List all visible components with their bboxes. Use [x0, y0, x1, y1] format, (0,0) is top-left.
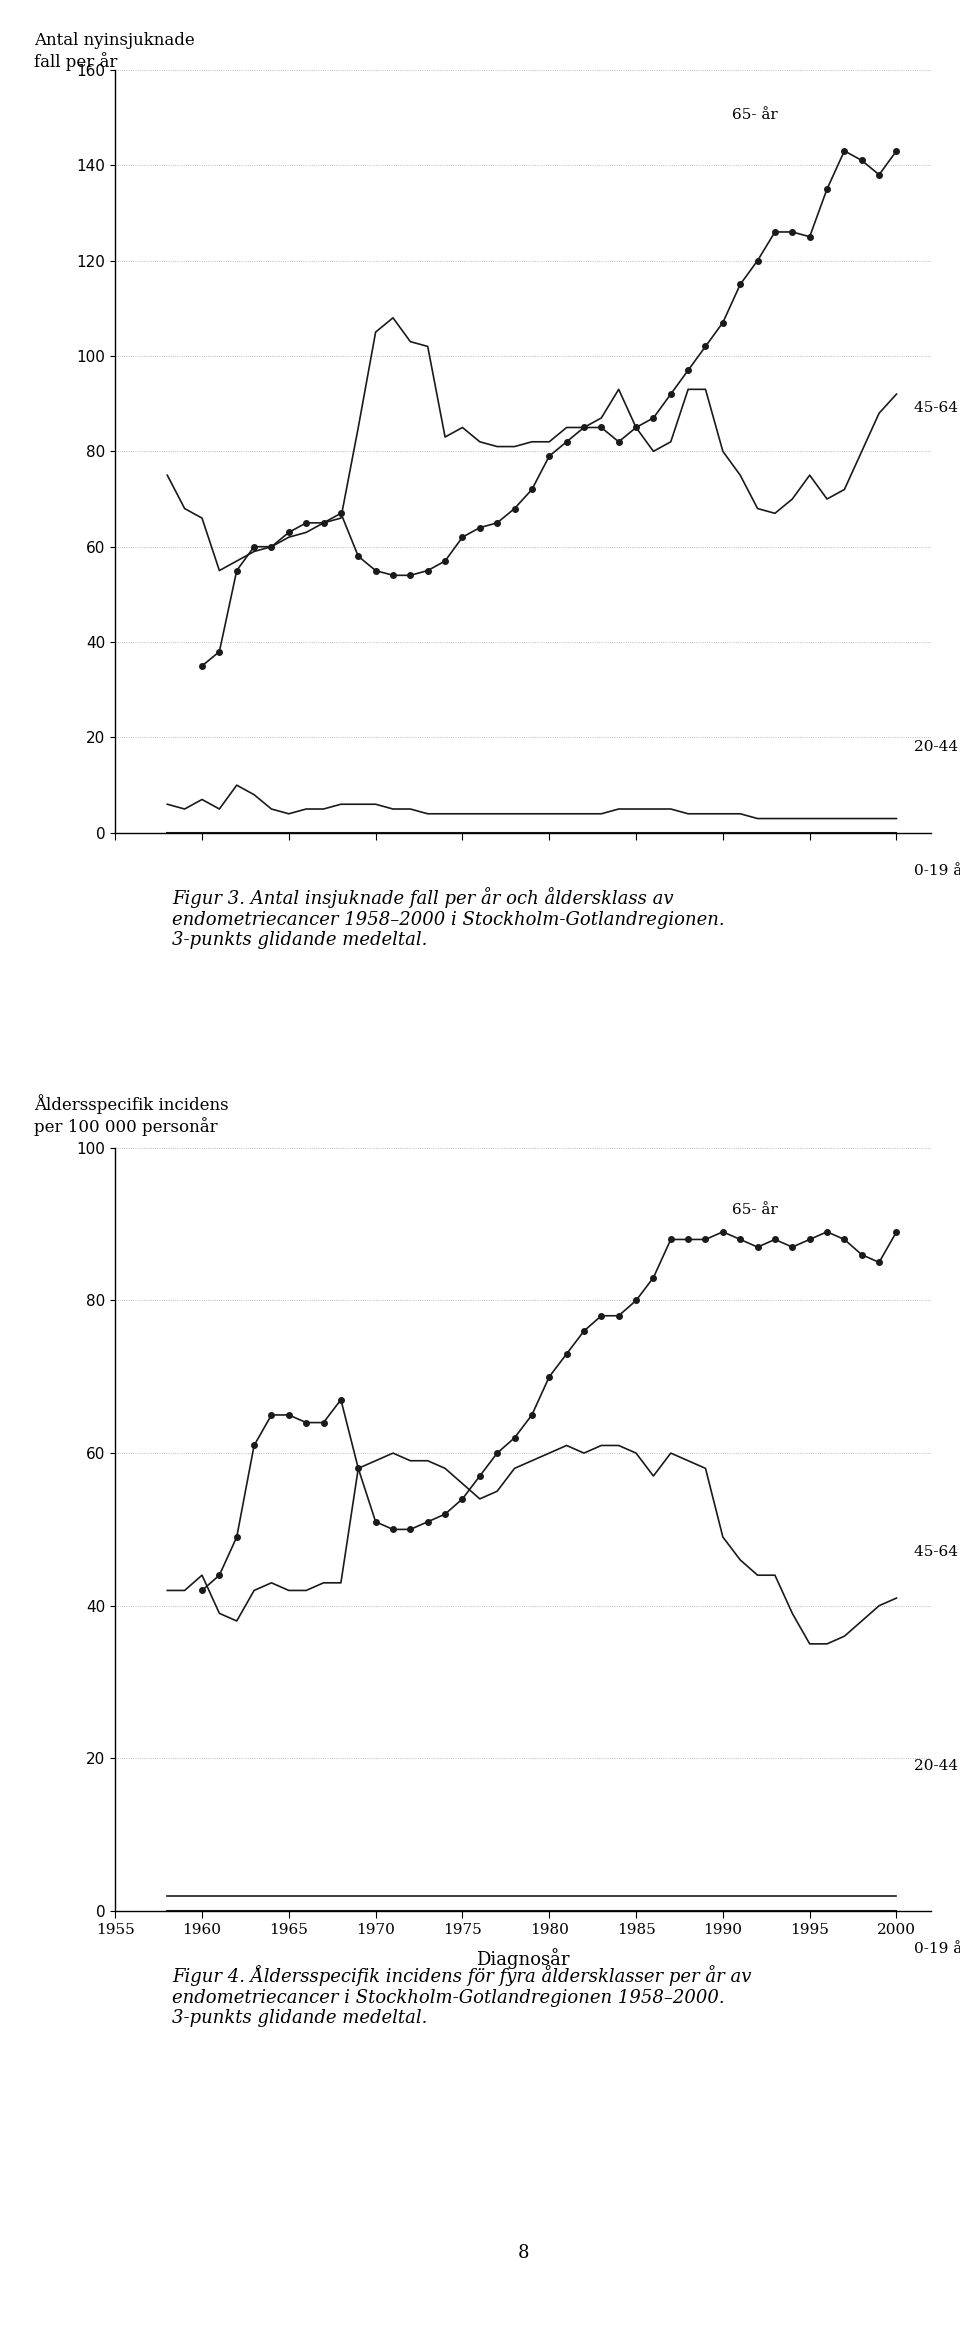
- Text: Figur 3. Antal insjuknade fall per år och åldersklass av
endometriecancer 1958–2: Figur 3. Antal insjuknade fall per år oc…: [173, 887, 725, 949]
- Text: 8: 8: [517, 2243, 529, 2262]
- Text: 45-64 år: 45-64 år: [914, 403, 960, 417]
- Text: 0-19 år: 0-19 år: [914, 1943, 960, 1957]
- Text: Figur 4. Åldersspecifik incidens för fyra åldersklasser per år av
endometriecanc: Figur 4. Åldersspecifik incidens för fyr…: [173, 1964, 752, 2027]
- X-axis label: Diagnosår: Diagnosår: [476, 1948, 570, 1969]
- Text: 65- år: 65- år: [732, 1203, 778, 1217]
- Text: 45-64 år: 45-64 år: [914, 1545, 960, 1559]
- Text: 20-44 år: 20-44 år: [914, 1759, 960, 1773]
- Text: 20-44 år: 20-44 år: [914, 740, 960, 754]
- Text: 0-19 år: 0-19 år: [914, 863, 960, 877]
- Text: Åldersspecifik incidens
per 100 000 personår: Åldersspecifik incidens per 100 000 pers…: [34, 1094, 228, 1136]
- Text: 65- år: 65- år: [732, 109, 778, 123]
- Text: Antal nyinsjuknade
fall per år: Antal nyinsjuknade fall per år: [34, 33, 194, 70]
